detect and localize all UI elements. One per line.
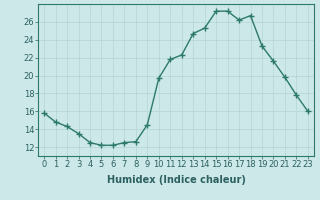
- X-axis label: Humidex (Indice chaleur): Humidex (Indice chaleur): [107, 175, 245, 185]
